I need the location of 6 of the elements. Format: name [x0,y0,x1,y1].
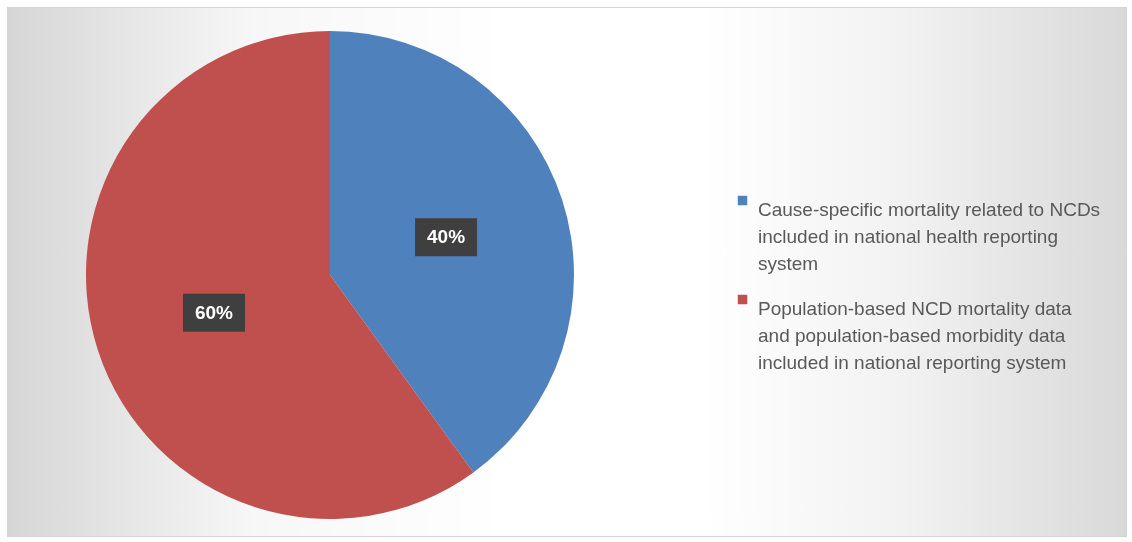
pie-slice [330,31,574,473]
legend-label: Population-based NCD mortality data and population-based morbidity data included in national reporting system [758,297,1073,373]
data-label: 40% [427,226,466,248]
pie-slice [86,31,474,519]
legend-label: Cause-specific mortality related to NCDs included in national health reporting system [758,198,1101,274]
data-label: 60% [194,301,234,323]
